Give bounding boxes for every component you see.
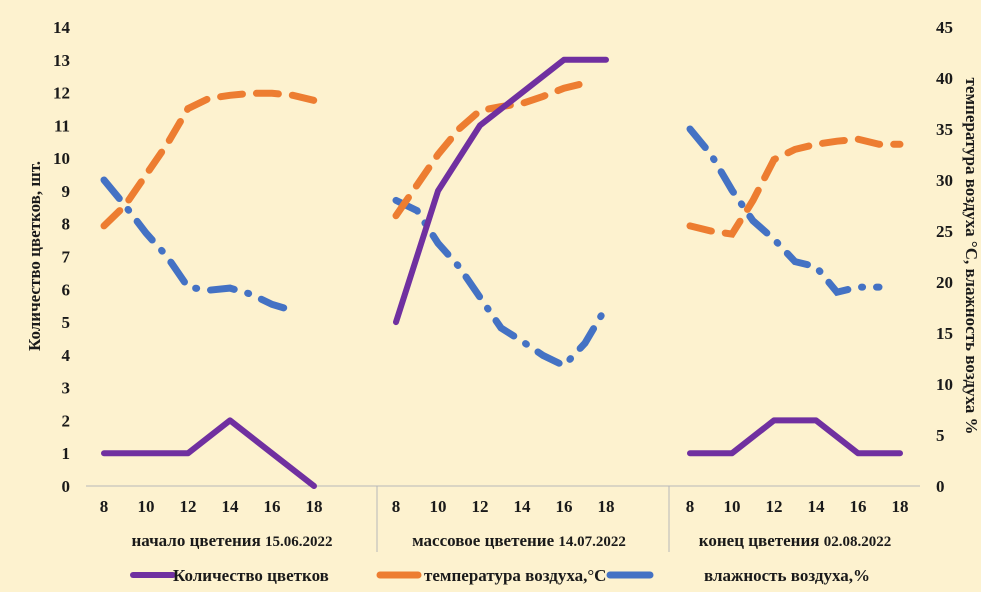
group-label: массовое цветение 14.07.2022: [412, 531, 626, 550]
x-tick-label: 16: [556, 497, 573, 516]
y-right-tick-label: 5: [936, 426, 945, 445]
group-label: начало цветения 15.06.2022: [131, 531, 332, 550]
x-tick-label: 14: [514, 497, 532, 516]
series-line-flowers: [393, 56, 609, 326]
y-right-tick-label: 0: [936, 477, 945, 496]
y-right-tick-label: 10: [936, 375, 953, 394]
series-line-flowers: [101, 417, 317, 489]
y-left-tick-label: 5: [62, 313, 71, 332]
y-left-tick-label: 6: [62, 280, 71, 299]
y-left-tick-label: 14: [53, 18, 71, 37]
x-tick-label: 12: [472, 497, 489, 516]
series-line-humidity: [392, 196, 610, 370]
x-tick-label: 8: [686, 497, 695, 516]
group-date: 15.06.2022: [265, 534, 333, 550]
y-left-tick-label: 0: [62, 477, 71, 496]
x-tick-label: 10: [724, 497, 741, 516]
series-line-temperature: [686, 135, 904, 238]
y-left-tick-label: 2: [62, 411, 71, 430]
x-tick-label: 14: [808, 497, 826, 516]
group-name: конец цветения: [699, 531, 824, 550]
x-tick-label: 12: [766, 497, 783, 516]
y-right-tick-label: 40: [936, 69, 953, 88]
series-line-flowers: [687, 417, 903, 457]
series-layer: [100, 56, 904, 489]
series-line-temperature: [100, 89, 318, 230]
label-layer: начало цветения 15.06.2022 массовое цвете…: [25, 78, 981, 550]
group-date: 02.08.2022: [824, 534, 892, 550]
y-right-tick-label: 15: [936, 324, 953, 343]
legend-label-temperature: температура воздуха,°С: [424, 566, 606, 585]
y-left-tick-label: 4: [62, 346, 71, 365]
y-right-tick-label: 35: [936, 120, 953, 139]
x-tick-label: 8: [392, 497, 401, 516]
x-tick-label: 12: [180, 497, 197, 516]
group-name: массовое цветение: [412, 531, 558, 550]
legend-label-flowers: Количество цветков: [173, 566, 329, 585]
y-left-axis-title: Количество цветков, шт.: [25, 161, 44, 351]
x-tick-label: 18: [892, 497, 909, 516]
legend-label-humidity: влажность воздуха,%: [704, 566, 870, 585]
legend: Количество цветков температура воздуха,°С…: [130, 566, 870, 585]
x-tick-label: 16: [850, 497, 867, 516]
y-right-tick-label: 20: [936, 273, 953, 292]
y-left-tick-label: 1: [62, 444, 71, 463]
series-line-humidity: [100, 176, 297, 315]
y-left-tick-label: 3: [62, 379, 71, 398]
y-right-tick-label: 45: [936, 18, 953, 37]
x-tick-label: 18: [598, 497, 615, 516]
y-left-tick-label: 11: [54, 116, 70, 135]
y-left-tick-label: 7: [62, 248, 71, 267]
series-line-humidity: [686, 125, 883, 297]
series-line-temperature: [392, 79, 589, 220]
y-right-tick-label: 25: [936, 222, 953, 241]
x-tick-label: 8: [100, 497, 109, 516]
y-left-tick-label: 12: [53, 84, 70, 103]
x-tick-label: 10: [430, 497, 447, 516]
y-right-axis-title: температура воздуха °C, влажность воздух…: [962, 78, 981, 435]
y-left-tick-label: 8: [62, 215, 71, 234]
group-date: 14.07.2022: [558, 534, 626, 550]
y-left-tick-label: 9: [62, 182, 71, 201]
group-name: начало цветения: [131, 531, 265, 550]
x-tick-label: 14: [222, 497, 240, 516]
y-left-tick-label: 10: [53, 149, 70, 168]
x-tick-label: 18: [306, 497, 323, 516]
y-left-tick-label: 13: [53, 51, 70, 70]
x-tick-label: 10: [138, 497, 155, 516]
group-label: конец цветения 02.08.2022: [699, 531, 891, 550]
x-tick-label: 16: [264, 497, 281, 516]
y-right-tick-label: 30: [936, 171, 953, 190]
